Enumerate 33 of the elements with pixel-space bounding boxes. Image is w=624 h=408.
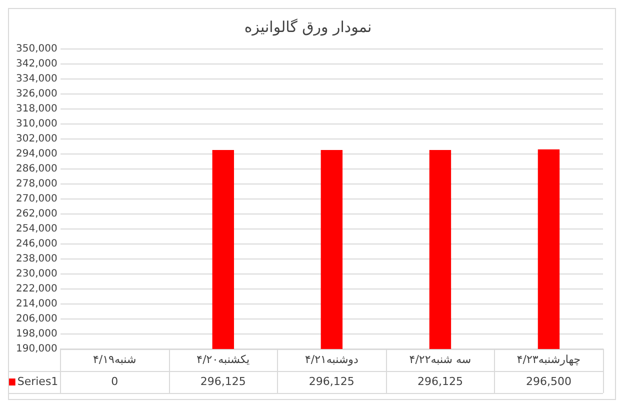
y-tick-label: 230,000 [16,268,58,280]
y-tick-label: 214,000 [16,298,58,310]
chart-title: نمودار ورق گالوانیزه [244,18,372,36]
x-tick-label: شنبه۴/۱۹ [93,352,136,366]
y-tick-label: 190,000 [16,344,58,355]
y-tick-label: 278,000 [16,178,58,190]
y-tick-label: 286,000 [16,164,58,175]
data-label: 296,125 [417,374,463,388]
y-tick-label: 254,000 [16,224,58,235]
x-tick-label: یکشنبه۴/۲۰ [196,352,250,366]
y-tick-label: 262,000 [16,208,58,220]
y-tick-label: 302,000 [16,134,58,145]
y-tick-label: 350,000 [16,44,58,55]
y-tick-label: 238,000 [16,254,58,265]
data-label: 296,500 [526,374,572,388]
x-tick-label: سه شنبه۴/۲۲ [409,352,472,366]
y-tick-label: 326,000 [16,88,58,100]
x-tick-label: دوشنبه۴/۲۱ [304,352,358,366]
y-tick-label: 206,000 [16,314,58,325]
y-tick-label: 334,000 [16,74,58,85]
data-label: 296,125 [308,374,354,388]
x-tick-label: چهارشنبه۴/۲۳ [516,352,581,366]
data-label: 296,125 [200,374,246,388]
y-tick-label: 342,000 [16,58,58,70]
y-tick-label: 270,000 [16,194,58,205]
y-tick-label: 318,000 [16,104,58,115]
y-tick-label: 246,000 [16,238,58,250]
legend-label: Series1 [17,374,58,388]
text: 0 [111,374,118,388]
y-tick-label: 198,000 [16,328,58,340]
y-tick-label: 222,000 [16,284,58,295]
y-tick-label: 310,000 [16,118,58,130]
y-tick-label: 294,000 [16,148,58,160]
